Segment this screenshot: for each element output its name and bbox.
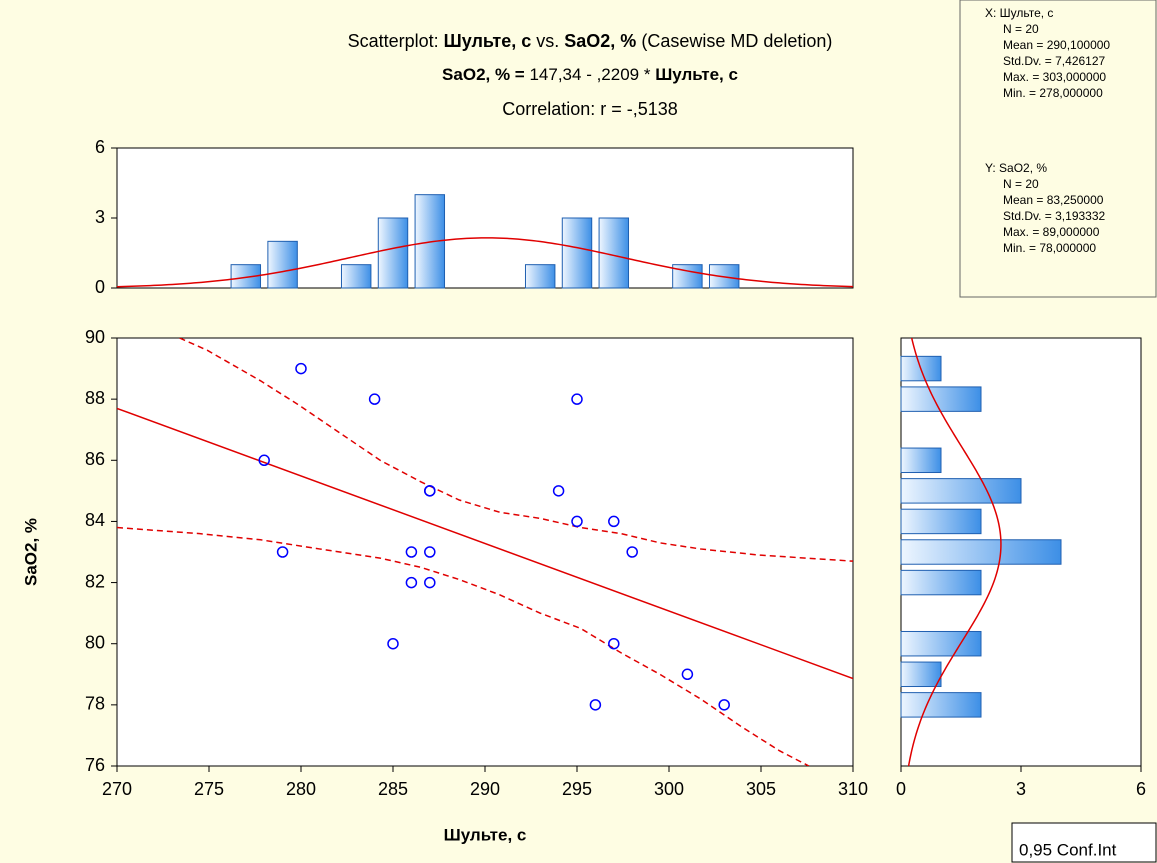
y-tick-label: 6 [95,137,105,157]
x-tick-label: 300 [654,779,684,799]
confidence-band [179,338,853,562]
y-tick-label: 82 [85,571,105,591]
data-point [589,699,602,711]
histogram-bar [900,508,982,535]
stats-heading: X: Шульте, с [985,6,1053,20]
data-point [718,699,730,711]
y-tick-label: 84 [85,510,105,530]
histogram-bar [900,386,982,412]
title-part: SaO2, % [564,31,636,51]
data-point [608,515,620,528]
histogram-bar [900,539,1062,565]
legend-box [1011,822,1157,863]
y-tick-label: 86 [85,449,105,469]
x-tick-label: 310 [838,779,868,799]
confidence-band [117,526,810,766]
data-point [405,546,418,558]
data-point [295,362,307,375]
plot-area [116,337,854,767]
data-point [258,454,270,467]
x-tick-label: 270 [102,779,132,799]
x-tick-label: 275 [194,779,224,799]
data-point [571,515,583,528]
y-tick-label: 88 [85,388,105,408]
y-axis-label: SaO2, % [21,518,40,586]
stats-line: Min. = 78,000000 [1003,241,1096,255]
stats-line: Max. = 303,000000 [1003,70,1106,84]
legend-label: 0,95 Conf.Int [1019,840,1117,859]
stats-line: N = 20 [1003,22,1039,36]
normal-curve [907,338,1002,766]
x-tick-label: 3 [1016,779,1026,799]
histogram-bar [900,692,982,718]
y-tick-label: 90 [85,327,105,347]
stats-line: Std.Dv. = 3,193332 [1003,209,1106,223]
x-axis-label: Шульте, с [444,825,527,844]
x-tick-label: 290 [470,779,500,799]
x-tick-label: 0 [896,779,906,799]
histogram-bar [340,264,372,289]
normal-curve [117,237,853,288]
x-tick-label: 6 [1136,779,1146,799]
data-point [608,637,620,650]
data-point [424,576,436,589]
stats-line: N = 20 [1003,177,1039,191]
y-tick-label: 76 [85,755,105,775]
x-tick-label: 280 [286,779,316,799]
data-point [681,668,694,681]
y-tick-label: 0 [95,277,105,297]
stats-heading: Y: SaO2, % [985,161,1047,175]
title-part: 147,34 - ,2209 * [529,65,655,84]
histogram-bar [524,264,556,289]
histogram-bar [900,630,982,657]
x-tick-label: 305 [746,779,776,799]
histogram-bar [900,661,942,688]
chart-title: SaO2, % = 147,34 - ,2209 * Шульте, с [442,65,738,84]
data-point [276,546,289,558]
data-point [424,485,436,497]
title-part: SaO2, % = [442,65,529,84]
histogram-bar [267,240,298,289]
data-point [571,393,583,405]
stats-line: Std.Dv. = 7,426127 [1003,54,1106,68]
plot-lines [117,338,853,766]
histogram-bar [561,217,593,289]
stats-box [959,0,1157,298]
regression-line [117,407,853,680]
stats-line: Mean = 290,100000 [1003,38,1110,52]
title-part: vs. [531,31,564,51]
x-tick-label: 285 [378,779,408,799]
stats-line: Mean = 83,250000 [1003,193,1104,207]
histogram-bar [230,264,262,289]
stats-line: Min. = 278,000000 [1003,86,1103,100]
histogram-bar [900,447,942,474]
x-tick-label: 295 [562,779,592,799]
title-part: Шульте, с [655,65,738,84]
correlation: Correlation: r = -,5138 [502,99,678,119]
data-point [626,546,638,558]
stats-line: Max. = 89,000000 [1003,225,1100,239]
title-part: (Casewise MD deletion) [636,31,832,51]
data-point [387,637,399,650]
y-tick-label: 78 [85,694,105,714]
histogram-area [116,147,854,289]
histogram-bar [900,569,982,596]
data-point [405,576,418,589]
title-part: Шульте, с [444,31,532,51]
chart-title: Scatterplot: Шульте, с vs. SaO2, % (Case… [348,31,833,51]
data-point [368,393,381,405]
y-tick-label: 3 [95,207,105,227]
data-point [552,485,565,497]
histogram-bar [900,478,1022,504]
y-tick-label: 80 [85,632,105,652]
histogram-bar [672,264,703,289]
title-part: Scatterplot: [348,31,444,51]
histogram-bar [377,217,409,289]
data-point [424,546,436,558]
